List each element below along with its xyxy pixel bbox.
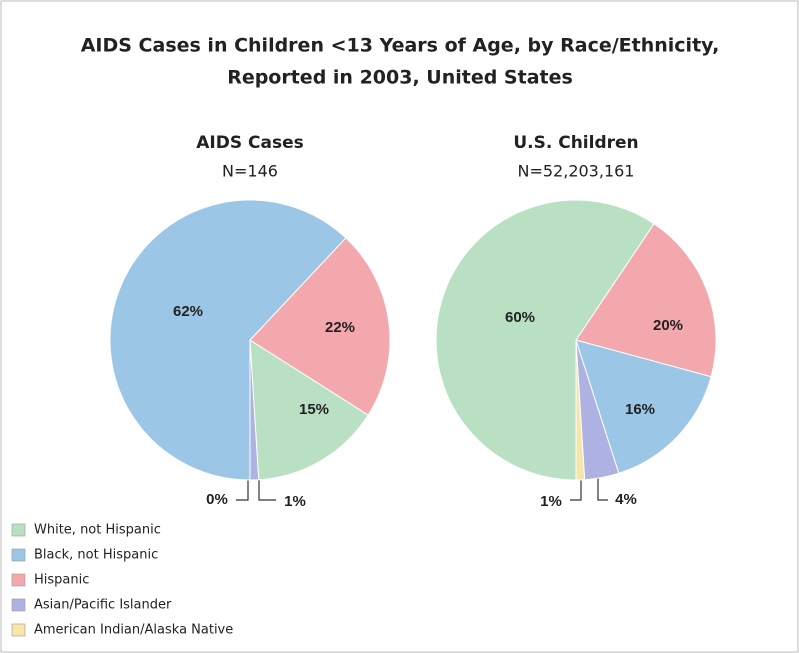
legend-label: White, not Hispanic <box>34 523 161 538</box>
legend-label: American Indian/Alaska Native <box>34 623 233 638</box>
pie-slice <box>575 223 717 378</box>
legend-label: Asian/Pacific Islander <box>34 598 172 613</box>
legend-label: Black, not Hispanic <box>34 548 158 563</box>
pie-subtitle: N=146 <box>222 162 278 181</box>
legend-swatch <box>11 573 26 587</box>
pie-slice <box>109 199 347 481</box>
value-label: 1% <box>284 493 306 510</box>
value-label: 15% <box>299 401 329 418</box>
pie-title: U.S. Children <box>513 133 638 153</box>
value-label: 0% <box>206 491 228 508</box>
pie-slice <box>575 339 712 474</box>
value-label: 60% <box>505 309 535 326</box>
pie-slice <box>249 237 391 416</box>
value-label: 1% <box>540 493 562 510</box>
legend-swatch <box>11 548 26 562</box>
value-label: 20% <box>653 317 683 334</box>
leader-lines <box>236 471 608 501</box>
legend-swatch <box>11 523 26 537</box>
pie-title: AIDS Cases <box>196 133 303 153</box>
legend-label: Hispanic <box>34 573 89 588</box>
legend-swatch <box>11 598 26 612</box>
chart-title: AIDS Cases in Children <13 Years of Age,… <box>81 35 720 57</box>
pie-slice <box>249 339 369 481</box>
pie-subtitle: N=52,203,161 <box>518 162 635 181</box>
value-label: 62% <box>173 303 203 320</box>
value-label: 16% <box>625 401 655 418</box>
pie-slice <box>435 199 655 481</box>
legend-swatch <box>11 623 26 637</box>
chart-subtitle: Reported in 2003, United States <box>227 67 573 89</box>
value-label: 22% <box>325 319 355 336</box>
value-label: 4% <box>615 491 637 508</box>
